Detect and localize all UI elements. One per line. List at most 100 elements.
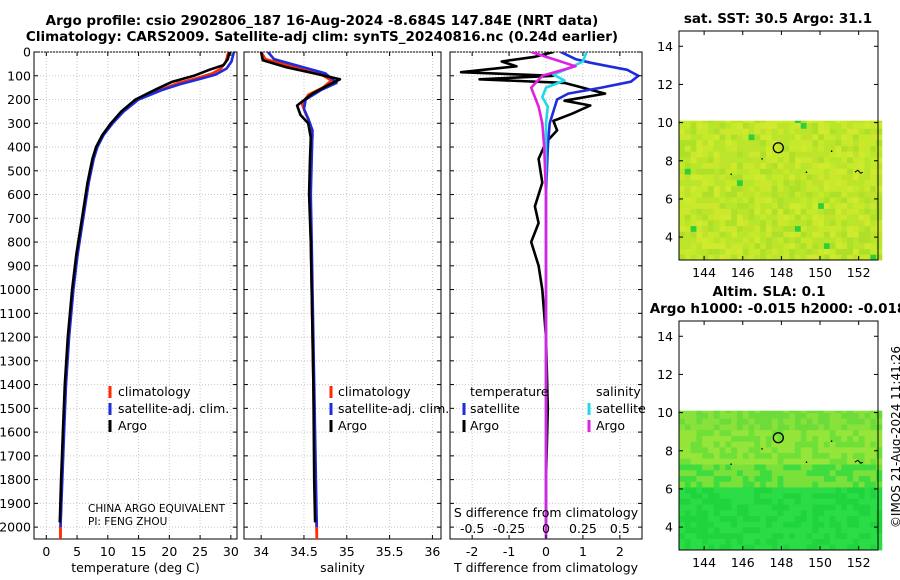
map-cell xyxy=(864,191,871,198)
map-cell xyxy=(864,441,871,448)
map-cell xyxy=(690,151,697,158)
map-cell xyxy=(684,435,691,442)
map-cell xyxy=(754,145,761,152)
map-cell xyxy=(690,487,697,494)
map-cell xyxy=(731,469,738,476)
map-cell xyxy=(707,464,715,471)
map-cell xyxy=(794,120,802,123)
map-cell xyxy=(731,145,738,152)
map-cell xyxy=(806,231,813,238)
map-cell xyxy=(765,527,773,534)
map-cell xyxy=(876,410,883,413)
map-cell xyxy=(765,509,773,517)
map-cell xyxy=(858,492,865,499)
map-cell xyxy=(783,162,790,169)
map-cell xyxy=(789,532,796,539)
map-cell xyxy=(702,168,709,175)
map-cell xyxy=(870,120,877,123)
x-tick-label: 5 xyxy=(73,544,81,559)
map-cell xyxy=(829,504,836,511)
map-cell xyxy=(690,134,697,141)
map-cell xyxy=(742,168,749,175)
map-cell xyxy=(702,435,709,442)
map-cell xyxy=(841,441,848,448)
map-cell xyxy=(841,145,848,152)
map-cell xyxy=(870,435,877,442)
map-cell xyxy=(864,162,871,169)
map-cell xyxy=(800,452,807,459)
map-cell xyxy=(719,538,726,545)
map-cell xyxy=(783,254,790,261)
map-cell xyxy=(870,179,877,186)
map-cell xyxy=(736,202,744,209)
map-cell xyxy=(765,424,773,431)
map-cell xyxy=(794,527,802,534)
map-cell xyxy=(806,492,813,499)
map-cell xyxy=(702,242,709,249)
map-cell xyxy=(760,412,767,419)
map-cell xyxy=(800,509,807,517)
map-cell xyxy=(783,237,790,244)
map-cell xyxy=(783,168,790,175)
map-cell xyxy=(771,151,778,158)
map-cell xyxy=(731,464,738,471)
map-cell xyxy=(765,452,773,459)
map-cell xyxy=(812,410,819,413)
map-cell xyxy=(684,156,691,164)
map-cell xyxy=(858,544,865,551)
map-cell xyxy=(684,122,691,129)
map-cell xyxy=(876,532,883,539)
map-cell xyxy=(690,185,697,192)
map-cell xyxy=(702,487,709,494)
map-cell xyxy=(731,151,738,158)
map-cell xyxy=(765,544,773,551)
map-cell xyxy=(725,202,732,209)
title-line-2: Climatology: CARS2009. Satellite-adj cli… xyxy=(25,29,619,45)
map-cell xyxy=(876,237,883,244)
map-cell xyxy=(725,185,732,192)
map-cell xyxy=(742,134,749,141)
map-cell xyxy=(789,156,796,164)
map-cell xyxy=(823,527,831,534)
map-cell xyxy=(852,429,860,436)
map-cell xyxy=(702,237,709,244)
map-cell xyxy=(702,475,709,482)
map-cell xyxy=(684,208,691,215)
map-cell xyxy=(823,544,831,551)
map-cell xyxy=(760,242,767,249)
map-cell xyxy=(690,120,697,123)
map-cell xyxy=(690,168,697,175)
map-cell xyxy=(771,475,778,482)
map-cell xyxy=(719,458,726,465)
map-cell xyxy=(748,225,755,232)
map-cell xyxy=(794,458,802,465)
map-cell xyxy=(777,151,784,158)
map-cell xyxy=(783,441,790,448)
map-y-tick-label: 12 xyxy=(657,77,673,92)
map-cell xyxy=(876,197,883,204)
legend-t-satellite: satellite xyxy=(470,401,520,416)
map-cell xyxy=(765,179,773,186)
map-cell xyxy=(684,418,691,425)
map-cell xyxy=(789,429,796,436)
map-cell xyxy=(789,424,796,431)
map-cell xyxy=(847,122,854,129)
x-tick-label: 20 xyxy=(161,544,177,559)
map-cell xyxy=(806,532,813,539)
map-cell xyxy=(707,487,715,494)
map-cell xyxy=(806,464,813,471)
map-cell xyxy=(748,128,755,135)
map-cell xyxy=(835,446,842,454)
map-cell xyxy=(800,151,807,158)
map-cell xyxy=(713,504,720,511)
map-cell xyxy=(800,412,807,419)
map-cell xyxy=(783,504,790,511)
map-cell xyxy=(777,509,784,517)
map-cell xyxy=(812,156,819,164)
map-cell xyxy=(818,134,825,141)
map-cell xyxy=(835,435,842,442)
map-cell xyxy=(812,168,819,175)
map-cell xyxy=(742,464,749,471)
map-cell xyxy=(800,487,807,494)
map-cell xyxy=(789,498,796,505)
